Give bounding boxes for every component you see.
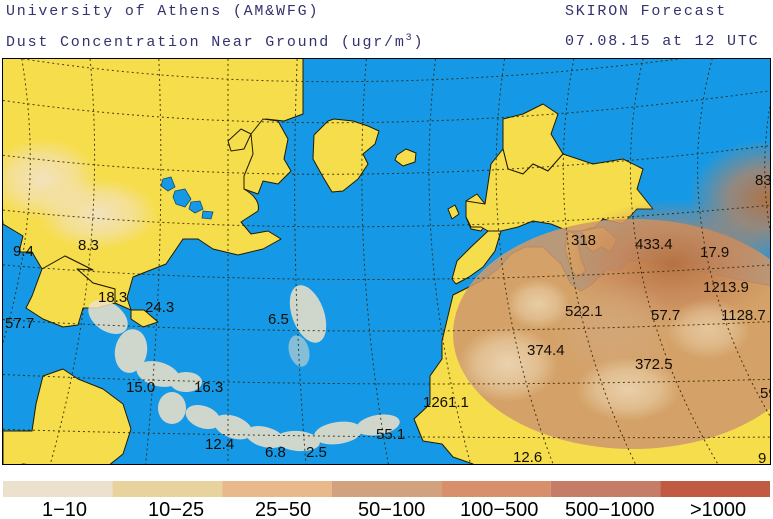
svg-text:24.3: 24.3 (145, 299, 174, 316)
svg-text:16.3: 16.3 (194, 379, 223, 396)
svg-text:1213.9: 1213.9 (703, 279, 749, 296)
svg-text:9: 9 (758, 450, 766, 465)
svg-text:83: 83 (755, 172, 771, 189)
svg-text:318: 318 (571, 232, 596, 249)
svg-text:2.5: 2.5 (306, 444, 327, 461)
svg-text:372.5: 372.5 (635, 356, 673, 373)
svg-text:374.4: 374.4 (527, 342, 565, 359)
svg-text:6.8: 6.8 (265, 444, 286, 461)
svg-text:6.5: 6.5 (268, 311, 289, 328)
svg-text:1128.7: 1128.7 (721, 307, 766, 324)
svg-text:57.7: 57.7 (651, 307, 680, 324)
svg-text:57.7: 57.7 (5, 315, 34, 332)
svg-text:15.0: 15.0 (126, 379, 155, 396)
svg-text:522.1: 522.1 (565, 303, 603, 320)
svg-text:1261.1: 1261.1 (423, 394, 469, 411)
svg-text:55.1: 55.1 (376, 426, 405, 443)
svg-text:12.6: 12.6 (513, 449, 542, 465)
svg-text:12.4: 12.4 (205, 436, 234, 453)
svg-text:18.3: 18.3 (98, 289, 127, 306)
svg-text:9.4: 9.4 (13, 243, 34, 260)
svg-text:8.3: 8.3 (78, 237, 99, 254)
svg-text:17.9: 17.9 (700, 244, 729, 261)
svg-text:433.4: 433.4 (635, 236, 673, 253)
svg-text:598: 598 (760, 385, 771, 402)
